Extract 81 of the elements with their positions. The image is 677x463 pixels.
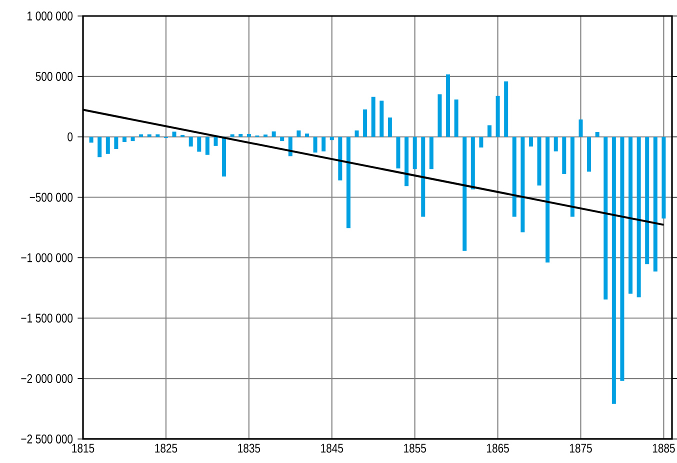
x-tick-label: 1875 bbox=[570, 444, 592, 453]
bar bbox=[587, 136, 592, 172]
x-tick-label: 1845 bbox=[321, 444, 343, 453]
x-tick-label: 1815 bbox=[72, 444, 94, 453]
bar bbox=[438, 94, 442, 137]
bar bbox=[330, 136, 334, 140]
bar bbox=[546, 136, 550, 263]
bar bbox=[280, 136, 284, 142]
bar bbox=[98, 136, 102, 158]
bar bbox=[554, 136, 558, 152]
bar bbox=[304, 134, 309, 137]
bar bbox=[246, 134, 251, 137]
y-tick-label: −1 500 000 bbox=[21, 314, 73, 323]
bar bbox=[479, 136, 484, 148]
bar bbox=[197, 136, 202, 152]
y-tick-label: −1 000 000 bbox=[21, 253, 73, 262]
y-tick-label: 1 000 000 bbox=[28, 12, 73, 20]
x-tick-label: 1855 bbox=[404, 444, 426, 453]
bar bbox=[188, 136, 193, 147]
bar bbox=[346, 136, 350, 228]
bar bbox=[504, 81, 508, 137]
bar bbox=[388, 118, 392, 137]
bar bbox=[122, 136, 126, 142]
bar bbox=[272, 131, 276, 137]
bar bbox=[404, 136, 409, 186]
bar bbox=[653, 136, 658, 272]
bar bbox=[570, 136, 574, 217]
bar bbox=[520, 136, 525, 232]
bar bbox=[462, 136, 467, 251]
x-tick-label: 1865 bbox=[487, 444, 509, 453]
bar bbox=[562, 136, 566, 174]
bar bbox=[537, 136, 542, 186]
bar bbox=[230, 134, 234, 137]
bar bbox=[89, 136, 94, 143]
x-tick-label: 1885 bbox=[652, 444, 675, 453]
bar bbox=[412, 136, 417, 170]
bar bbox=[338, 136, 342, 180]
bar bbox=[396, 136, 400, 168]
bar bbox=[106, 136, 110, 154]
bar bbox=[172, 132, 176, 137]
bar bbox=[454, 100, 458, 137]
y-tick-label: −2 000 000 bbox=[21, 374, 73, 384]
bar bbox=[470, 136, 475, 190]
x-tick-label: 1825 bbox=[155, 444, 178, 453]
y-tick-label: 0 bbox=[68, 132, 73, 142]
bar bbox=[620, 136, 624, 381]
bar bbox=[487, 125, 492, 137]
bar bbox=[313, 136, 318, 153]
y-tick-label: −500 000 bbox=[30, 192, 73, 202]
bar bbox=[238, 134, 243, 137]
bar bbox=[612, 136, 616, 404]
bar bbox=[296, 130, 301, 137]
bar bbox=[114, 136, 118, 150]
bar bbox=[578, 119, 583, 137]
bar bbox=[662, 136, 666, 219]
bar bbox=[222, 136, 226, 176]
bar bbox=[645, 136, 650, 264]
bar bbox=[636, 136, 641, 298]
bar bbox=[147, 134, 152, 137]
bar bbox=[496, 96, 500, 137]
bar bbox=[214, 136, 218, 146]
y-tick-label: 500 000 bbox=[36, 72, 73, 81]
bar bbox=[139, 134, 144, 137]
bar bbox=[156, 134, 160, 137]
bar bbox=[604, 136, 608, 300]
bar bbox=[363, 109, 368, 137]
bar bbox=[512, 136, 516, 217]
bar bbox=[446, 74, 450, 137]
x-tick-label: 1835 bbox=[238, 444, 260, 453]
bar bbox=[595, 132, 600, 137]
bar bbox=[628, 136, 633, 294]
bar bbox=[205, 136, 210, 155]
bar bbox=[371, 96, 376, 137]
bar bbox=[322, 136, 326, 152]
bar bbox=[380, 100, 384, 137]
bar bbox=[130, 136, 135, 142]
bar bbox=[528, 136, 533, 147]
bar bbox=[429, 136, 434, 170]
bar bbox=[354, 130, 359, 137]
y-tick-label: −2 500 000 bbox=[21, 434, 73, 444]
bar bbox=[421, 136, 426, 217]
